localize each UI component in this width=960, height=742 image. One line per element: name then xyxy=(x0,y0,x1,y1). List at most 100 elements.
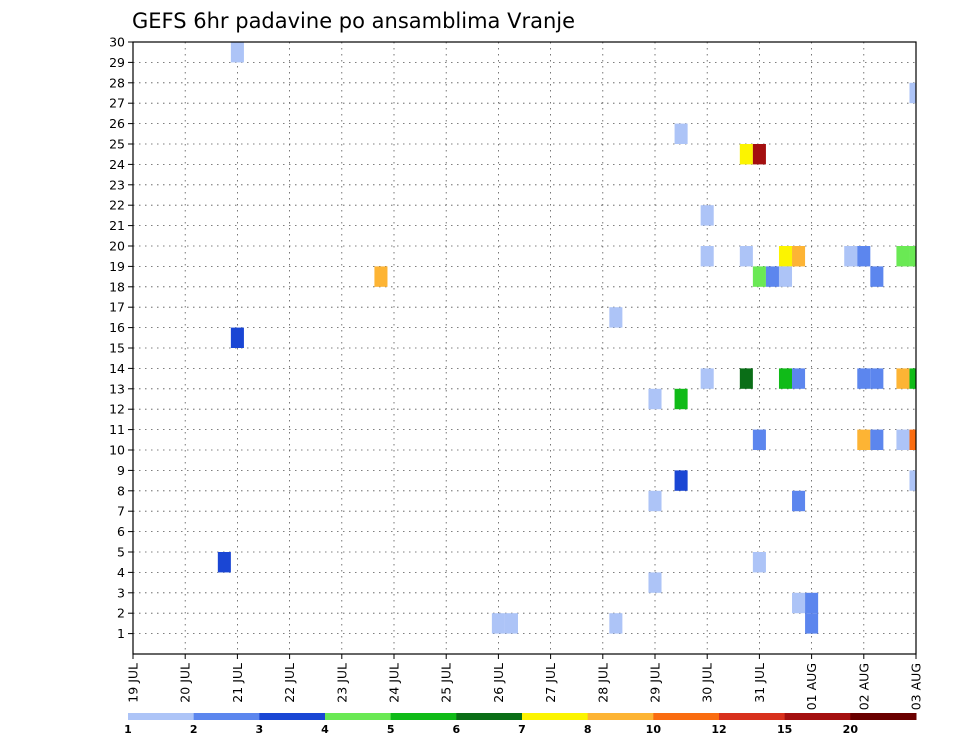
precip-cell xyxy=(805,613,819,634)
precip-cell xyxy=(217,552,231,573)
y-tick-label: 17 xyxy=(109,300,125,315)
colorbar-label: 10 xyxy=(646,723,662,736)
precip-cell xyxy=(792,592,806,614)
colorbar-label: 2 xyxy=(190,723,198,736)
colorbar-label: 5 xyxy=(387,723,395,736)
y-tick-label: 15 xyxy=(109,341,125,356)
precip-cell xyxy=(700,205,714,226)
colorbar-label: 4 xyxy=(321,723,329,736)
precip-cell xyxy=(778,368,793,389)
y-tick-label: 20 xyxy=(109,239,125,254)
precip-cell xyxy=(739,246,753,267)
precip-cell xyxy=(752,552,766,573)
x-tick-label: 01 AUG xyxy=(804,663,819,710)
x-tick-label: 28 JUL xyxy=(595,663,610,703)
colorbar-segment xyxy=(193,713,260,720)
precip-cell xyxy=(792,490,806,512)
precip-cell xyxy=(504,613,518,634)
x-tick-label: 25 JUL xyxy=(439,663,454,703)
colorbar-segment xyxy=(784,713,851,720)
precip-cell xyxy=(870,429,884,450)
y-tick-label: 7 xyxy=(117,504,125,519)
x-tick-label: 26 JUL xyxy=(491,663,506,703)
x-tick-label: 23 JUL xyxy=(334,663,349,703)
colorbar-segment xyxy=(850,713,917,720)
colorbar-label: 8 xyxy=(584,723,592,736)
y-tick-label: 4 xyxy=(117,565,125,580)
colorbar-label: 1 xyxy=(124,723,132,736)
colorbar-label: 3 xyxy=(256,723,264,736)
precip-cell xyxy=(870,368,884,389)
y-tick-label: 13 xyxy=(109,381,125,396)
precip-cell xyxy=(700,246,714,267)
precip-cell xyxy=(909,429,916,450)
y-tick-label: 3 xyxy=(117,585,125,600)
y-tick-label: 22 xyxy=(109,198,125,213)
precip-cell xyxy=(609,613,623,634)
x-tick-label: 21 JUL xyxy=(230,663,245,703)
y-tick-label: 29 xyxy=(109,55,125,70)
x-tick-label: 02 AUG xyxy=(856,663,871,710)
y-tick-label: 19 xyxy=(109,259,125,274)
precip-cell xyxy=(909,82,916,104)
precip-cell xyxy=(778,246,793,267)
colorbar-segment xyxy=(456,713,523,720)
colorbar-segment xyxy=(587,713,654,720)
precip-cell xyxy=(752,429,766,450)
precip-cell xyxy=(648,490,662,512)
x-tick-label: 29 JUL xyxy=(648,663,663,703)
y-tick-label: 28 xyxy=(109,75,125,90)
y-tick-label: 21 xyxy=(109,218,125,233)
colorbar-label: 15 xyxy=(777,723,792,736)
precip-cell xyxy=(870,266,884,287)
y-tick-label: 16 xyxy=(109,320,125,335)
precip-cell xyxy=(674,123,688,144)
y-tick-label: 30 xyxy=(109,35,125,50)
y-tick-label: 11 xyxy=(109,422,125,437)
precip-cell xyxy=(792,368,806,389)
x-tick-label: 24 JUL xyxy=(387,663,402,703)
x-tick-label: 20 JUL xyxy=(178,663,193,703)
precip-cell xyxy=(374,266,388,287)
y-tick-label: 24 xyxy=(109,157,125,172)
precip-cell xyxy=(752,144,766,165)
precip-cell xyxy=(700,368,714,389)
precip-cell xyxy=(752,266,766,287)
precip-cell xyxy=(909,368,916,389)
y-tick-label: 23 xyxy=(109,177,125,192)
colorbar-segment xyxy=(522,713,589,720)
precip-cells xyxy=(217,42,916,634)
y-tick-label: 9 xyxy=(117,463,125,478)
precip-cell xyxy=(648,572,662,593)
y-tick-label: 1 xyxy=(117,626,125,641)
precip-cell xyxy=(778,266,793,287)
x-tick-label: 03 AUG xyxy=(909,663,924,710)
precip-cell xyxy=(674,470,688,491)
precip-cell xyxy=(857,246,871,267)
precip-cell xyxy=(844,246,858,267)
precip-cell xyxy=(491,613,505,634)
y-tick-label: 26 xyxy=(109,116,125,131)
colorbar-label: 6 xyxy=(453,723,461,736)
precip-cell xyxy=(739,144,753,165)
colorbar-label: 12 xyxy=(711,723,726,736)
x-tick-label: 30 JUL xyxy=(700,663,715,703)
colorbar-label: 20 xyxy=(843,723,859,736)
chart-title: GEFS 6hr padavine po ansamblima Vranje xyxy=(132,9,575,33)
colorbar-segment xyxy=(325,713,392,720)
y-tick-label: 8 xyxy=(117,483,125,498)
precip-cell xyxy=(909,246,916,267)
y-tick-label: 10 xyxy=(109,443,125,458)
x-tick-label: 31 JUL xyxy=(752,663,767,703)
colorbar-segment xyxy=(390,713,457,720)
y-tick-label: 12 xyxy=(109,402,125,417)
precip-cell xyxy=(609,307,623,328)
y-tick-label: 6 xyxy=(117,524,125,539)
y-tick-label: 14 xyxy=(109,361,125,376)
y-tick-label: 5 xyxy=(117,545,125,560)
precip-cell xyxy=(857,429,871,450)
y-tick-label: 18 xyxy=(109,279,125,294)
colorbar-segment xyxy=(719,713,786,720)
y-axis-ticks: 1234567891011121314151617181920212223242… xyxy=(109,35,133,641)
